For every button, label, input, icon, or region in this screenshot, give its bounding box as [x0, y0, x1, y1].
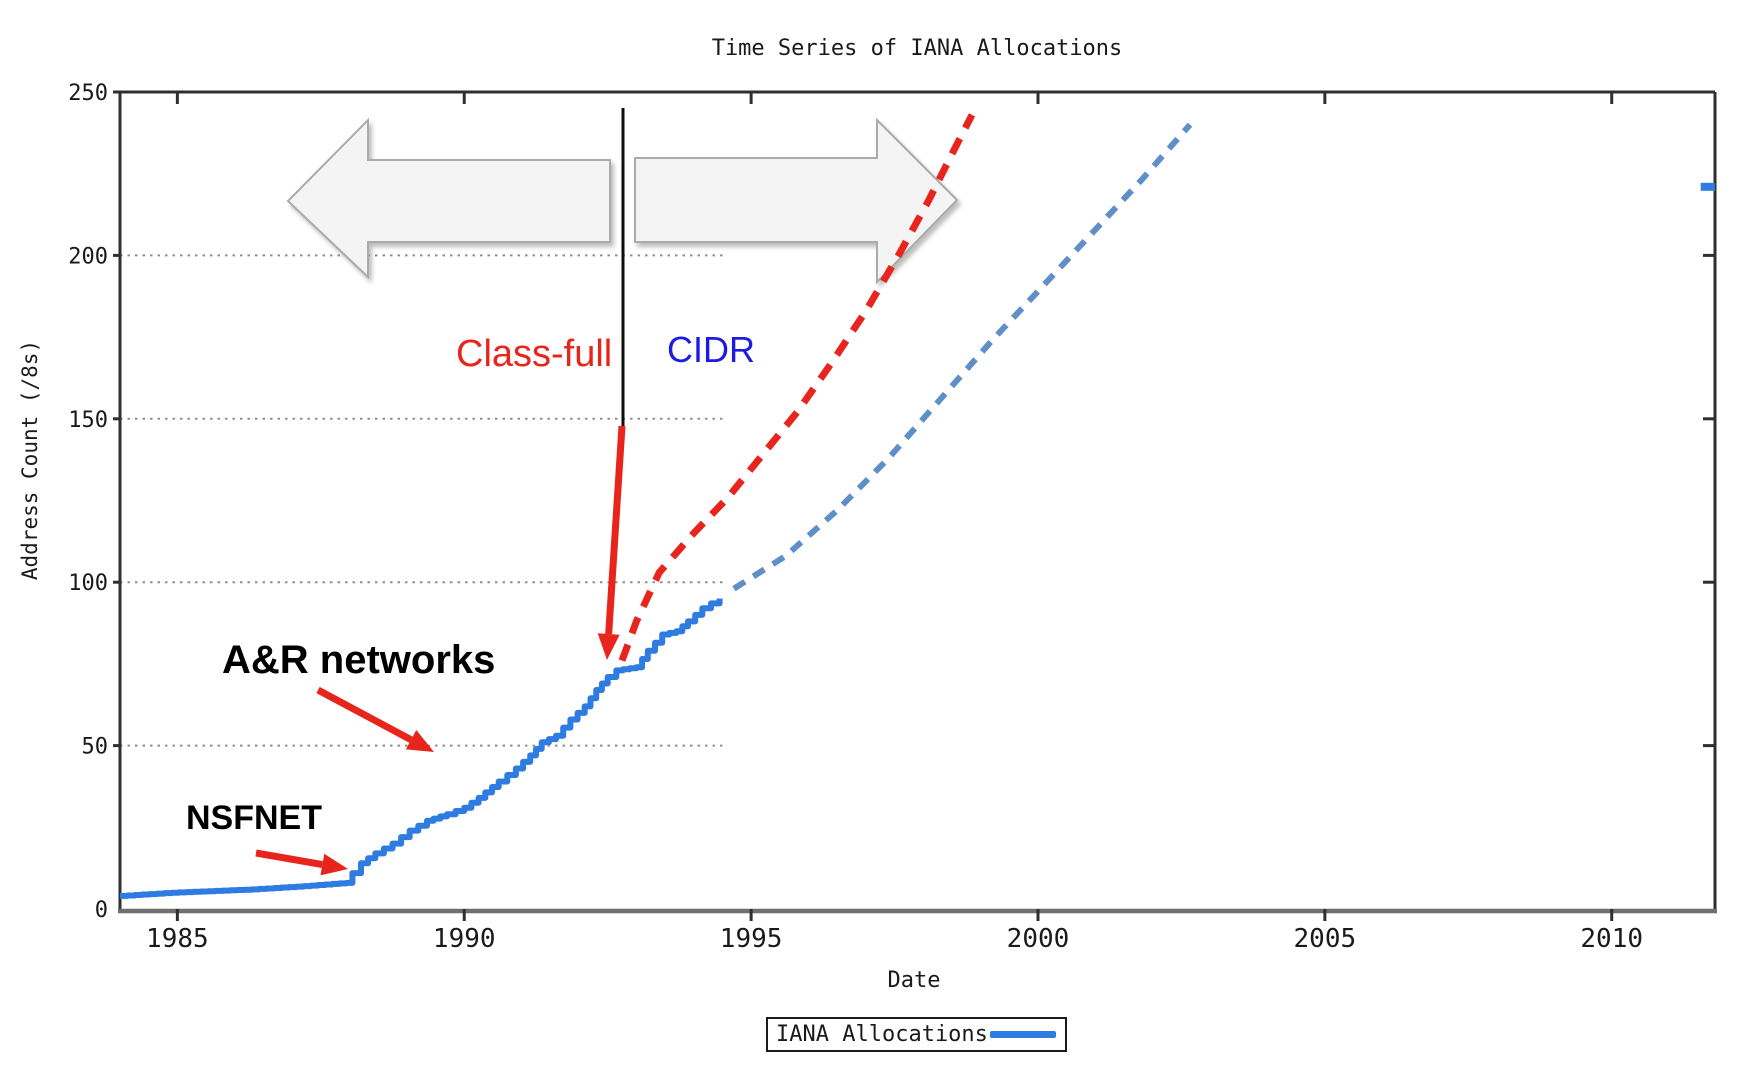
- era-arrow-right: [634, 117, 959, 285]
- cidr-projection-line: [732, 122, 1193, 592]
- x-tick-label: 1985: [146, 924, 209, 954]
- legend-label: IANA Allocations: [776, 1022, 988, 1047]
- annotation-arrow-shaft: [605, 425, 626, 635]
- x-tick-label: 1990: [433, 924, 496, 954]
- annotation-cidr: CIDR: [667, 329, 755, 370]
- annotation-arrow-head: [597, 633, 620, 660]
- y-tick-label: 150: [68, 408, 108, 433]
- y-tick-label: 250: [68, 81, 108, 106]
- y-tick-label: 50: [82, 735, 109, 760]
- annotation-nsfnet: NSFNET: [186, 799, 322, 837]
- annotation-ar-networks: A&R networks: [222, 638, 496, 682]
- annotation-arrow-shaft: [255, 849, 323, 868]
- era-arrow-left: [286, 117, 611, 280]
- x-axis-label: Date: [887, 968, 941, 993]
- x-tick-label: 2010: [1580, 924, 1643, 954]
- y-tick-label: 200: [68, 244, 108, 269]
- iana-allocations-line: [120, 598, 723, 899]
- x-tick-label: 1995: [720, 924, 783, 954]
- y-axis-label: Address Count (/8s): [18, 339, 42, 581]
- x-tick-label: 2005: [1294, 924, 1357, 954]
- legend-line-sample: [990, 1031, 1056, 1038]
- legend: IANA Allocations: [766, 1017, 1067, 1052]
- y-tick-label: 100: [68, 571, 108, 596]
- annotation-classfull: Class-full: [456, 333, 613, 375]
- annotation-arrow-head: [320, 853, 348, 876]
- y-tick-label: 0: [95, 898, 108, 923]
- x-tick-label: 2000: [1007, 924, 1070, 954]
- annotation-arrow-head: [405, 730, 434, 752]
- chart-title: Time Series of IANA Allocations: [711, 36, 1123, 61]
- annotation-arrow-shaft: [316, 686, 413, 743]
- classfull-projection-line: [618, 113, 976, 662]
